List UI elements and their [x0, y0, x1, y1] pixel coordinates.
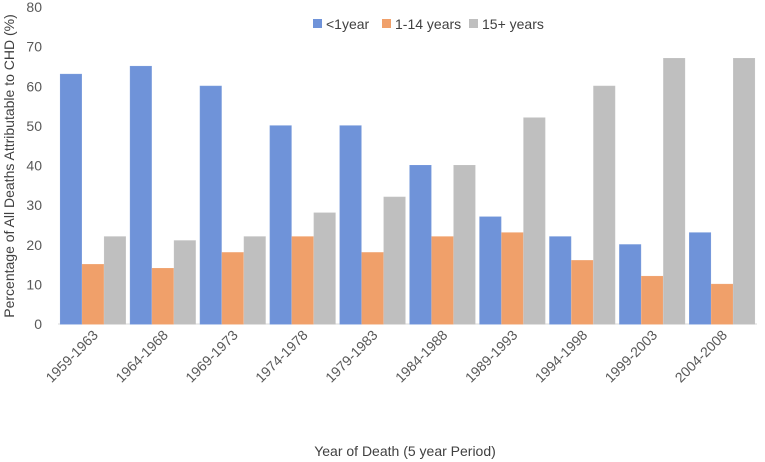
bar-1-14-years-1969-1973	[221, 252, 244, 325]
bar-15-years-1979-1983	[383, 196, 406, 325]
bar-15-years-1994-1998	[593, 85, 616, 325]
bar-15-years-1959-1963	[103, 236, 126, 325]
bar-1-14-years-1994-1998	[571, 260, 594, 325]
bar-15-years-1999-2003	[663, 58, 686, 325]
bar-1-14-years-1984-1988	[431, 236, 454, 325]
y-tick-label: 10	[26, 276, 42, 292]
bar-15-years-1974-1978	[313, 212, 336, 325]
y-tick-label: 0	[34, 316, 42, 332]
bar-1year-1984-1988	[409, 165, 432, 325]
bar-1-14-years-1974-1978	[291, 236, 314, 325]
bar-15-years-2004-2008	[733, 58, 756, 325]
x-tick-label: 1969-1973	[182, 327, 241, 386]
y-tick-label: 70	[26, 39, 42, 55]
bar-1-14-years-1979-1983	[361, 252, 384, 325]
legend-swatch	[382, 19, 391, 28]
bar-1year-1974-1978	[269, 125, 292, 325]
x-tick-label: 2004-2008	[672, 327, 731, 386]
x-axis-ticks: 1959-1963 1964-1968 1969-1973 1974-1978 1979…	[42, 327, 730, 386]
x-tick-label: 1959-1963	[42, 327, 101, 386]
bar-1-14-years-1959-1963	[81, 264, 104, 325]
y-tick-label: 20	[26, 237, 42, 253]
legend-item: <1year	[313, 16, 370, 32]
legend-item: 15+ years	[469, 16, 544, 32]
bar-1-14-years-1989-1993	[501, 232, 524, 325]
y-axis-title: Percentage of All Deaths Attributable to…	[1, 14, 17, 317]
bar-1-14-years-1999-2003	[641, 275, 664, 325]
bar-1year-1964-1968	[129, 65, 152, 325]
bars	[59, 58, 756, 325]
legend-label: <1year	[326, 16, 370, 32]
y-tick-label: 40	[26, 158, 42, 174]
bar-1-14-years-1964-1968	[151, 268, 174, 325]
bar-15-years-1969-1973	[243, 236, 266, 325]
y-tick-label: 30	[26, 197, 42, 213]
legend-item: 1-14 years	[382, 16, 461, 32]
bar-1year-1979-1983	[339, 125, 362, 325]
bar-1year-1994-1998	[549, 236, 572, 325]
x-tick-label: 1964-1968	[112, 327, 171, 386]
bar-1year-2004-2008	[689, 232, 712, 325]
legend: <1year 1-14 years 15+ years	[313, 16, 544, 32]
bar-15-years-1989-1993	[523, 117, 546, 325]
x-axis-title: Year of Death (5 year Period)	[314, 443, 496, 459]
y-tick-label: 80	[26, 0, 42, 15]
y-tick-label: 50	[26, 118, 42, 134]
legend-label: 15+ years	[482, 16, 544, 32]
legend-swatch	[469, 19, 478, 28]
x-tick-label: 1989-1993	[462, 327, 521, 386]
bar-1year-1969-1973	[199, 85, 222, 325]
y-tick-label: 60	[26, 78, 42, 94]
bar-1year-1959-1963	[59, 73, 82, 325]
x-tick-label: 1984-1988	[392, 327, 451, 386]
bar-1-14-years-2004-2008	[711, 283, 734, 325]
bar-1year-1989-1993	[479, 216, 502, 325]
y-axis-ticks: 0 10 20 30 40 50 60 70 80	[26, 0, 42, 332]
legend-label: 1-14 years	[395, 16, 461, 32]
x-tick-label: 1974-1978	[252, 327, 311, 386]
bar-1year-1999-2003	[619, 244, 642, 325]
x-tick-label: 1994-1998	[532, 327, 591, 386]
bar-15-years-1984-1988	[453, 165, 476, 325]
bar-15-years-1964-1968	[173, 240, 196, 325]
legend-swatch	[313, 19, 322, 28]
x-tick-label: 1979-1983	[322, 327, 381, 386]
x-tick-label: 1999-2003	[602, 327, 661, 386]
